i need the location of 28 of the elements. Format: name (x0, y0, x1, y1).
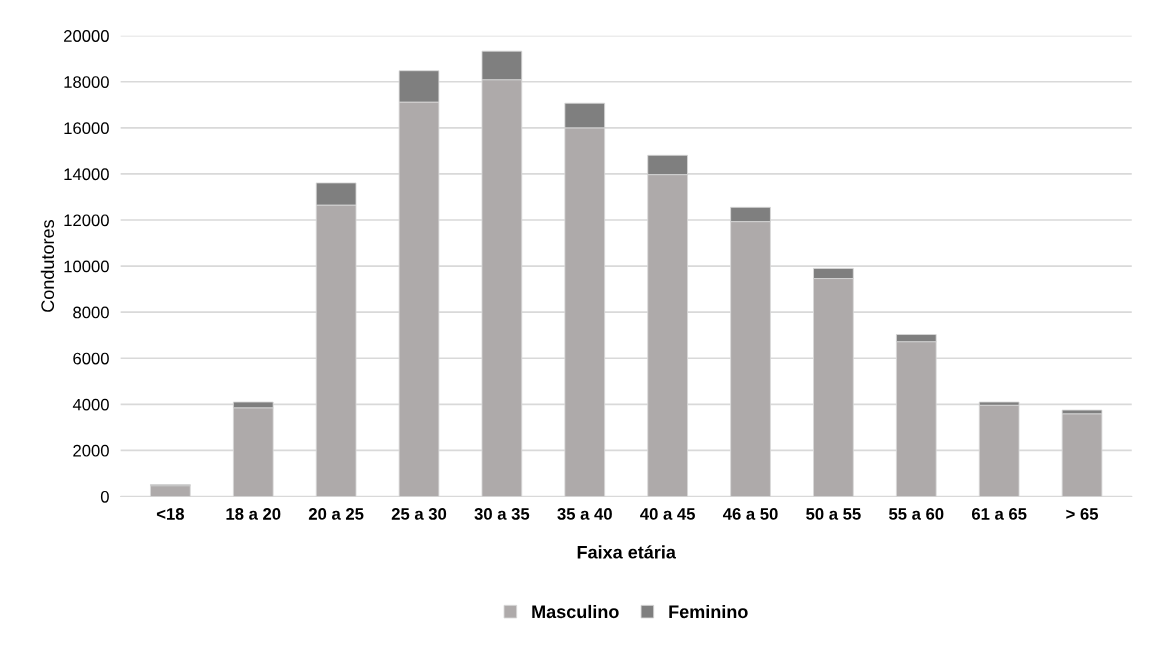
x-axis-title: Faixa etária (577, 545, 677, 559)
x-tick-label: <18 (156, 508, 184, 520)
legend-label: Masculino (532, 604, 619, 619)
x-tick-label: 25 a 30 (391, 508, 447, 520)
x-tick-label: 50 a 55 (806, 508, 861, 520)
x-tick-label: > 65 (1066, 508, 1099, 520)
y-tick-label: 6000 (73, 352, 109, 365)
y-tick-label: 20000 (64, 30, 109, 42)
y-tick-label: 4000 (72, 398, 109, 411)
y-tick-label: 16000 (64, 122, 109, 135)
y-tick-label: 18000 (64, 76, 109, 88)
x-tick-label: 61 a 65 (971, 508, 1027, 520)
x-tick-label: 35 a 40 (557, 508, 612, 520)
y-tick-label: 8000 (73, 306, 109, 319)
y-tick-label: 0 (100, 490, 109, 503)
x-tick-label: 46 a 50 (722, 508, 778, 520)
x-tick-label: 40 a 45 (640, 508, 695, 520)
y-tick-label: 10000 (64, 260, 109, 273)
y-tick-label: 14000 (64, 168, 109, 181)
legend-label: Feminino (669, 604, 748, 619)
x-tick-label: 30 a 35 (474, 508, 530, 520)
y-tick-label: 2000 (73, 444, 109, 457)
y-tick-label: 12000 (64, 214, 109, 227)
x-tick-label: 18 a 20 (226, 508, 281, 520)
bar (150, 485, 191, 497)
y-axis-title: Condutores (40, 220, 55, 312)
x-tick-label: 20 a 25 (308, 508, 364, 520)
x-tick-label: 55 a 60 (888, 508, 944, 520)
